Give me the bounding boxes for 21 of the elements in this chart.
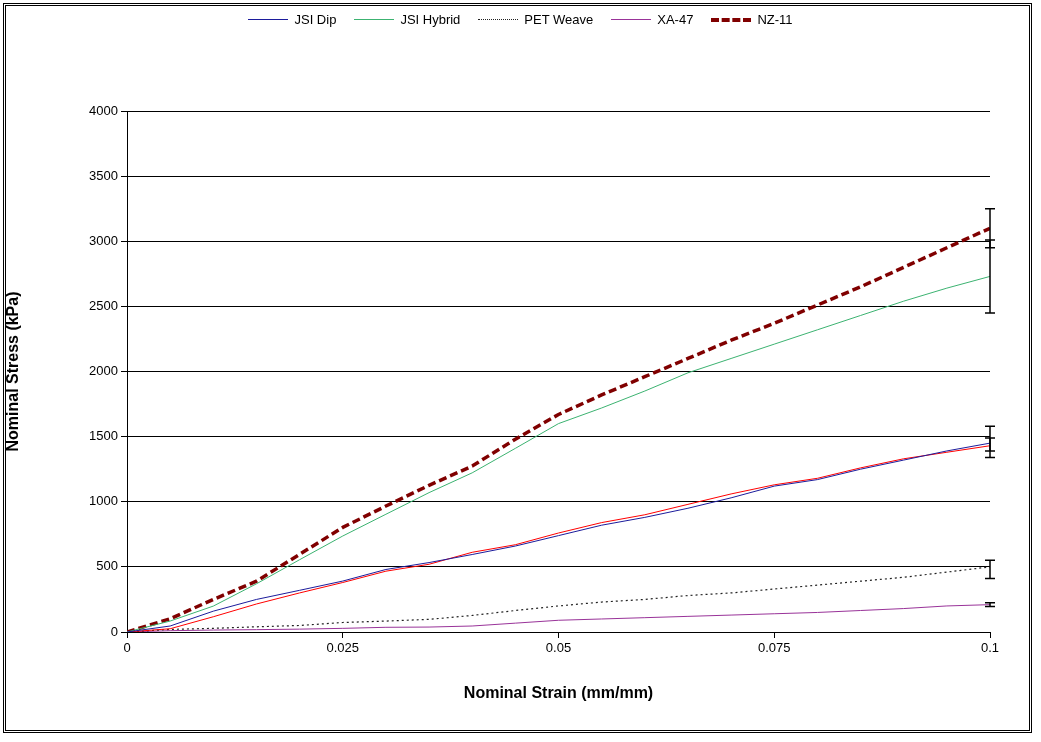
y-tick-label: 1500 [89,428,118,444]
x-tick-label: 0 [123,640,131,656]
y-tick-label: 2500 [89,297,118,313]
x-axis-title: Nominal Strain (mm/mm) [463,683,654,701]
y-tick-label: 3000 [89,232,118,248]
x-tick-label: 0.1 [980,640,1000,656]
legend-label: JSI Hybrid [400,12,461,27]
legend-label: JSI Dip [294,12,337,27]
x-tick-label: 0.075 [757,640,791,656]
x-tick-label: 0.025 [326,640,360,656]
y-tick-label: 4000 [89,102,118,118]
y-tick-label: 2000 [89,363,118,379]
legend-label: NZ-11 [757,12,793,27]
y-tick-label: 1000 [89,493,118,509]
legend-label: XA-47 [657,12,694,27]
y-axis-title: Nominal Stress (kPa) [4,291,22,452]
y-tick-label: 500 [96,558,118,574]
y-tick-label: 0 [110,623,118,639]
legend-label: PET Weave [524,12,594,27]
x-tick-label: 0.05 [545,640,572,656]
y-tick-label: 3500 [89,167,118,183]
